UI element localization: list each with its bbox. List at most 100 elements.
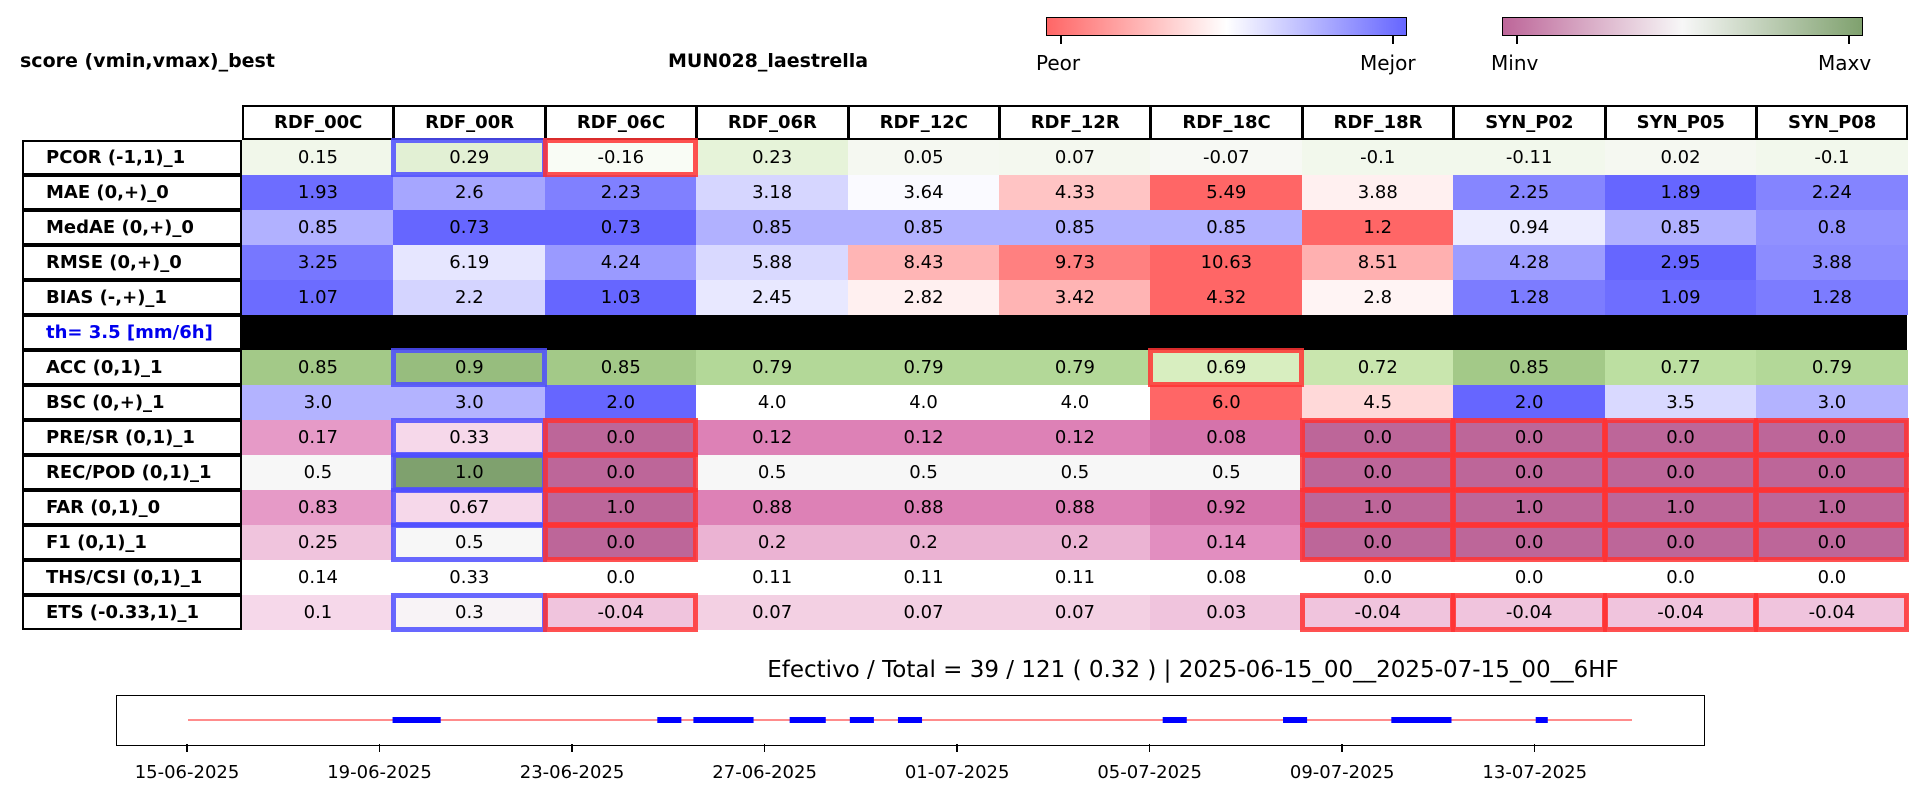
table-cell: 0.5 [1150,455,1303,490]
table-cell: 0.73 [393,210,546,245]
table-cell: 0.79 [999,350,1151,385]
table-cell: 0.25 [242,525,394,560]
table-cell: 1.0 [1301,490,1454,525]
column-header: SYN_P05 [1604,105,1757,140]
worst-highlight [1754,418,1910,457]
timeline-event [897,717,923,723]
table-cell: 0.77 [1604,350,1757,385]
timeline-frame [116,695,1705,746]
contingency-colorbar-tick-left [1516,36,1518,44]
row-label: F1 (0,1)_1 [22,525,242,560]
table-cell: 2.0 [1453,385,1606,420]
table-cell: 0.05 [847,140,1000,175]
table-cell: 1.93 [242,175,394,210]
timeline-event [693,717,754,723]
table-cell: 0.8 [1756,210,1908,245]
table-cell: 1.0 [544,490,697,525]
table-cell: 1.0 [1604,490,1757,525]
table-cell: 0.11 [999,560,1151,595]
table-cell: 0.85 [242,210,394,245]
table-cell: 0.79 [696,350,849,385]
table-cell: -0.16 [544,140,697,175]
worst-highlight [1754,488,1910,527]
table-cell: 0.85 [847,210,1000,245]
table-cell: 0.15 [242,140,394,175]
table-cell: 0.17 [242,420,394,455]
table-cell: 0.11 [696,560,849,595]
table-cell: 0.12 [999,420,1151,455]
column-header: RDF_12C [847,105,1000,140]
timeline-tick-label: 05-07-2025 [1097,762,1202,783]
best-highlight [391,348,547,387]
table-cell: 0.85 [1604,210,1757,245]
table-cell: 3.0 [1756,385,1908,420]
table-cell: 0.9 [393,350,546,385]
worst-highlight [1299,418,1456,457]
table-cell: 0.0 [1756,455,1908,490]
column-header: RDF_06C [544,105,698,140]
table-cell: 8.43 [847,245,1000,280]
table-cell: 0.12 [696,420,849,455]
score-colorbar-tick-right [1392,36,1394,44]
table-cell: 0.07 [847,595,1000,630]
table-cell: 3.88 [1756,245,1908,280]
worst-highlight [1602,488,1758,527]
row-label: ACC (0,1)_1 [22,350,242,385]
timeline-event [849,717,874,723]
table-cell: 4.5 [1301,385,1454,420]
table-cell: 4.33 [999,175,1151,210]
best-highlight [391,593,547,632]
table-cell: 0.73 [544,210,697,245]
table-cell: 3.18 [696,175,849,210]
worst-highlight [1451,453,1607,492]
table-cell: 3.64 [847,175,1000,210]
table-cell: 6.19 [393,245,546,280]
timeline-event [392,717,441,723]
table-cell: 0.03 [1150,595,1303,630]
timeline-tick-label: 13-07-2025 [1482,762,1588,783]
worst-highlight [1451,593,1607,632]
worst-highlight [1451,523,1607,562]
table-cell: 9.73 [999,245,1151,280]
table-cell: 2.0 [544,385,697,420]
timeline-tick [186,744,188,752]
worst-highlight [1754,523,1910,562]
table-cell: 0.85 [999,210,1151,245]
table-cell: 0.88 [847,490,1000,525]
row-label: RMSE (0,+)_0 [22,245,242,280]
timeline-tick [1341,744,1343,752]
worst-highlight [1602,418,1758,457]
worst-highlight [1602,453,1758,492]
worst-highlight [1299,523,1456,562]
table-cell: -0.04 [1453,595,1606,630]
timeline-tick-label: 19-06-2025 [327,762,432,783]
table-cell: 0.5 [999,455,1151,490]
table-cell: 1.89 [1604,175,1757,210]
table-cell: 2.23 [544,175,697,210]
table-cell: 4.28 [1453,245,1606,280]
contingency-colorbar-label-min: Minv [1491,51,1539,75]
table-cell: 0.85 [696,210,849,245]
table-cell: 1.0 [1756,490,1908,525]
table-cell: 0.88 [696,490,849,525]
table-cell: 0.07 [696,595,849,630]
table-cell: 1.03 [544,280,697,315]
table-cell: 0.5 [696,455,849,490]
table-cell: 1.0 [1453,490,1606,525]
timeline-tick [571,744,573,752]
timeline-tick-label: 23-06-2025 [519,762,625,783]
table-cell: 6.0 [1150,385,1303,420]
worst-highlight [542,453,699,492]
best-highlight [391,523,547,562]
table-cell: 0.83 [242,490,394,525]
table-cell: 0.3 [393,595,546,630]
worst-highlight [1299,488,1456,527]
timeline-event [657,717,682,723]
table-cell: 0.0 [1453,560,1606,595]
table-cell: 0.0 [1301,455,1454,490]
score-colorbar-label-worst: Peor [1036,51,1081,75]
timeline-tick [956,744,958,752]
worst-highlight [1602,593,1758,632]
table-cell: 5.49 [1150,175,1303,210]
column-header: SYN_P08 [1756,105,1909,140]
